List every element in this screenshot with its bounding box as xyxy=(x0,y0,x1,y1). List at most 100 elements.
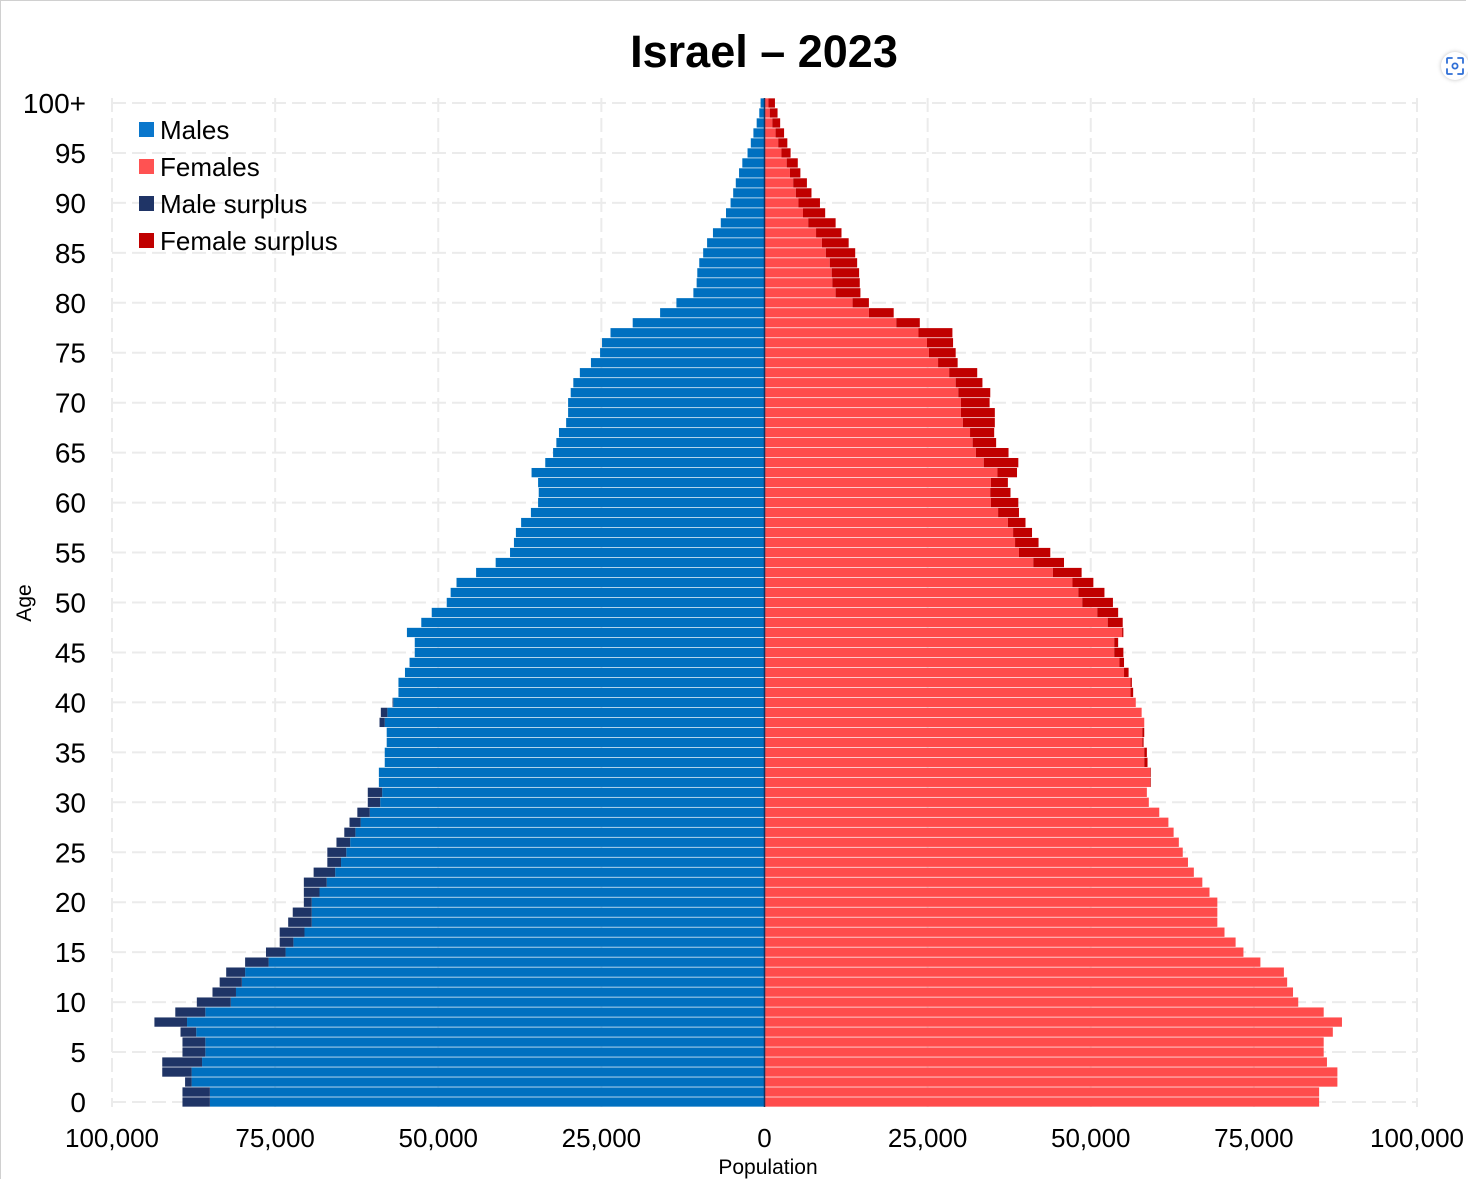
male-surplus-bar xyxy=(180,1027,197,1037)
female-bar xyxy=(764,497,991,508)
y-tick-label: 10 xyxy=(55,987,86,1018)
female-bar xyxy=(764,348,929,358)
male-bar xyxy=(726,208,765,218)
male-bar xyxy=(196,1027,765,1037)
female-surplus-bar xyxy=(997,467,1018,478)
female-bar xyxy=(764,378,956,388)
female-bar xyxy=(764,597,1083,608)
female-bar xyxy=(764,567,1053,578)
female-surplus-bar xyxy=(1144,757,1148,767)
female-bar xyxy=(764,697,1136,708)
male-surplus-bar xyxy=(344,827,356,837)
male-bar xyxy=(750,138,765,148)
male-bar xyxy=(378,777,765,787)
female-bar xyxy=(764,198,799,208)
y-tick-label: 65 xyxy=(55,438,86,469)
female-surplus-bar xyxy=(1033,557,1064,568)
male-bar xyxy=(712,228,765,238)
male-bar xyxy=(742,158,765,168)
female-surplus-bar xyxy=(958,388,991,398)
female-bar xyxy=(764,937,1236,947)
female-bar xyxy=(764,308,869,318)
male-bar xyxy=(285,947,765,957)
female-bar xyxy=(764,1067,1338,1077)
y-tick-label: 15 xyxy=(55,937,86,968)
female-bar xyxy=(764,807,1160,817)
y-tick-label: 25 xyxy=(55,837,86,868)
y-tick-label: 30 xyxy=(55,787,86,818)
legend-swatch xyxy=(139,196,154,211)
male-surplus-bar xyxy=(303,897,312,907)
female-bar xyxy=(764,737,1143,748)
female-surplus-bar xyxy=(1052,567,1082,578)
female-bar xyxy=(764,408,961,418)
visual-search-button[interactable] xyxy=(1441,52,1468,80)
male-surplus-bar xyxy=(292,907,312,917)
female-bar xyxy=(764,258,830,268)
male-bar xyxy=(398,687,765,698)
visual-search-icon xyxy=(1446,57,1464,75)
male-bar xyxy=(530,507,765,518)
female-surplus-bar xyxy=(1144,747,1147,757)
female-surplus-bar xyxy=(990,497,1019,508)
male-bar xyxy=(573,378,765,388)
female-surplus-bar xyxy=(1097,607,1119,618)
female-surplus-bar xyxy=(1150,777,1151,787)
male-bar xyxy=(355,827,765,837)
male-bar xyxy=(703,248,765,258)
female-bar xyxy=(764,827,1174,837)
female-surplus-bar xyxy=(918,328,953,338)
y-tick-label: 75 xyxy=(55,338,86,369)
x-tick-label: 25,000 xyxy=(888,1123,968,1153)
male-bar xyxy=(378,767,765,777)
female-bar xyxy=(764,847,1183,857)
male-bar xyxy=(384,757,765,767)
female-bar xyxy=(764,168,790,178)
male-bar xyxy=(230,997,765,1007)
female-bar xyxy=(764,657,1120,668)
male-bar xyxy=(446,597,765,608)
female-surplus-bar xyxy=(1142,727,1145,738)
male-bar xyxy=(404,667,765,678)
female-surplus-bar xyxy=(781,148,791,158)
female-bar xyxy=(764,727,1143,738)
female-bar xyxy=(764,707,1142,718)
male-bar xyxy=(495,557,765,568)
female-bar xyxy=(764,677,1131,688)
male-bar xyxy=(450,587,765,598)
legend-swatch xyxy=(139,159,154,174)
male-bar xyxy=(304,927,765,937)
y-tick-label: 90 xyxy=(55,188,86,219)
female-bar xyxy=(764,917,1218,927)
male-surplus-bar xyxy=(279,937,294,947)
age-bars xyxy=(154,98,1342,1107)
female-surplus-bar xyxy=(852,298,869,308)
male-bar xyxy=(191,1067,765,1077)
female-bar xyxy=(764,947,1244,957)
female-surplus-bar xyxy=(975,448,1009,458)
male-bar xyxy=(380,797,765,807)
male-surplus-bar xyxy=(196,997,231,1007)
y-tick-label: 20 xyxy=(55,887,86,918)
female-surplus-bar xyxy=(998,507,1019,518)
female-bar xyxy=(764,507,999,518)
female-bar xyxy=(764,517,1008,528)
female-bar xyxy=(764,487,991,498)
female-surplus-bar xyxy=(938,358,958,368)
female-surplus-bar xyxy=(1107,617,1123,628)
male-surplus-bar xyxy=(185,1077,192,1087)
x-tick-label: 50,000 xyxy=(398,1123,478,1153)
female-bar xyxy=(764,927,1225,937)
male-bar xyxy=(311,897,765,907)
female-bar xyxy=(764,767,1151,777)
female-surplus-bar xyxy=(769,108,778,118)
y-tick-label: 95 xyxy=(55,138,86,169)
female-surplus-bar xyxy=(1013,527,1033,538)
male-surplus-bar xyxy=(182,1097,210,1107)
female-bar xyxy=(764,797,1149,807)
male-surplus-bar xyxy=(265,947,286,957)
male-bar xyxy=(600,348,765,358)
female-surplus-bar xyxy=(835,288,861,298)
male-bar xyxy=(733,188,765,198)
male-surplus-bar xyxy=(175,1007,206,1017)
